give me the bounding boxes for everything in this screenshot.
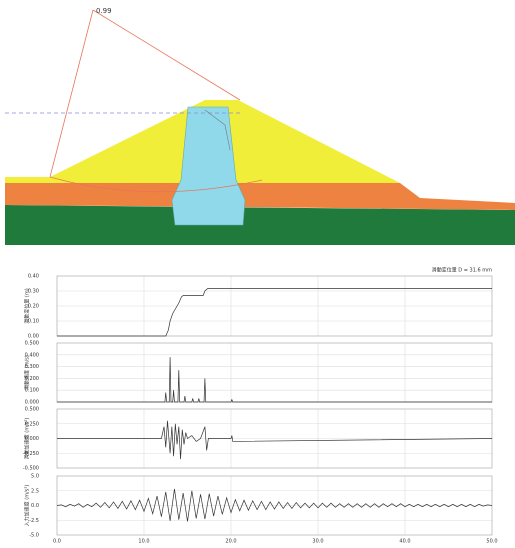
screen: 0.99 0.000.100.200.300.40滑動変位量 (m)滑動変位量 …	[0, 0, 515, 548]
y-axis-title: 滑動加速度 (m/s²)	[24, 418, 31, 460]
foundation	[5, 205, 515, 245]
x-tick-label: 20.0	[225, 539, 236, 545]
y-tick-label: 0.0	[31, 503, 39, 509]
y-tick-label: 0.000	[25, 400, 39, 406]
data-line	[57, 289, 492, 336]
x-tick-label: 40.0	[399, 539, 410, 545]
plot-frame	[57, 343, 492, 402]
y-tick-label: 0.500	[25, 341, 39, 347]
x-tick-label: 50.0	[486, 539, 497, 545]
annotation: 滑動変位量 D = 31.6 mm	[432, 267, 492, 274]
x-tick-label: 30.0	[312, 539, 323, 545]
y-tick-label: 0.500	[25, 407, 39, 413]
y-axis-title: 滑動変位量 (m)	[24, 288, 31, 323]
safety-factor: 0.99	[96, 7, 112, 15]
y-axis-title: 入力加速度 (m/s²)	[24, 485, 31, 527]
y-tick-label: -2.5	[29, 518, 39, 524]
slip-radius	[50, 10, 93, 177]
y-tick-label: 0.00	[28, 334, 39, 340]
y-tick-label: -5.0	[29, 533, 39, 539]
x-tick-label: 10.0	[138, 539, 149, 545]
y-tick-label: -0.500	[23, 466, 39, 472]
slip-radius	[93, 10, 240, 100]
y-axis-title: 滑動速度 (m/s)	[24, 355, 31, 390]
data-line	[57, 357, 492, 402]
y-tick-label: 5.0	[31, 474, 39, 480]
dam-section: 0.99	[5, 7, 515, 245]
y-tick-label: 0.40	[28, 274, 39, 280]
y-tick-label: 2.5	[31, 488, 39, 494]
x-tick-label: 0.0	[53, 539, 61, 545]
